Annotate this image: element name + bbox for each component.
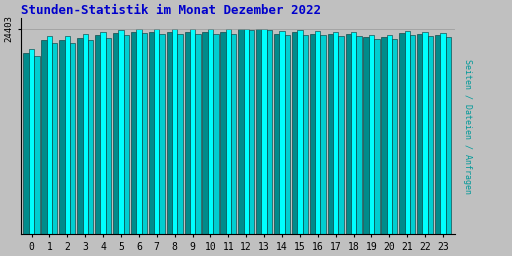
Bar	[310, 34, 315, 234]
Bar	[70, 43, 75, 234]
Bar	[249, 30, 254, 234]
Bar	[124, 35, 129, 234]
Bar	[59, 40, 65, 234]
Bar	[213, 34, 219, 234]
Bar	[34, 56, 39, 234]
Bar	[404, 31, 410, 234]
Bar	[285, 35, 290, 234]
Bar	[392, 39, 397, 234]
Bar	[369, 35, 374, 234]
Bar	[328, 34, 333, 234]
Bar	[195, 34, 201, 234]
Bar	[374, 39, 379, 234]
Bar	[148, 32, 154, 234]
Bar	[29, 49, 34, 234]
Bar	[65, 36, 70, 234]
Bar	[47, 36, 52, 234]
Bar	[208, 29, 213, 234]
Bar	[226, 29, 231, 234]
Bar	[351, 31, 356, 234]
Bar	[238, 29, 244, 234]
Bar	[422, 31, 428, 234]
Bar	[159, 34, 165, 234]
Bar	[274, 34, 280, 234]
Bar	[440, 33, 446, 234]
Bar	[154, 29, 159, 234]
Bar	[338, 36, 344, 234]
Bar	[202, 32, 208, 234]
Bar	[177, 34, 183, 234]
Bar	[356, 36, 361, 234]
Bar	[244, 29, 249, 234]
Bar	[315, 31, 321, 234]
Bar	[428, 36, 433, 234]
Bar	[166, 32, 172, 234]
Bar	[399, 33, 404, 234]
Text: Stunden-Statistik im Monat Dezember 2022: Stunden-Statistik im Monat Dezember 2022	[21, 4, 321, 17]
Y-axis label: Seiten / Dateien / Anfragen: Seiten / Dateien / Anfragen	[463, 59, 472, 194]
Bar	[346, 34, 351, 234]
Bar	[88, 40, 93, 234]
Bar	[297, 30, 303, 234]
Bar	[292, 33, 297, 234]
Bar	[113, 33, 118, 234]
Bar	[267, 30, 272, 234]
Bar	[410, 35, 415, 234]
Bar	[417, 34, 422, 234]
Bar	[106, 38, 111, 234]
Bar	[321, 35, 326, 234]
Bar	[446, 37, 451, 234]
Bar	[52, 43, 57, 234]
Bar	[82, 34, 88, 234]
Bar	[24, 53, 29, 234]
Bar	[100, 32, 106, 234]
Bar	[256, 29, 262, 234]
Bar	[77, 38, 82, 234]
Bar	[184, 32, 190, 234]
Bar	[41, 40, 47, 234]
Bar	[136, 29, 142, 234]
Bar	[131, 31, 136, 234]
Bar	[387, 35, 392, 234]
Bar	[262, 29, 267, 234]
Bar	[190, 29, 195, 234]
Bar	[435, 35, 440, 234]
Bar	[303, 35, 308, 234]
Bar	[220, 32, 226, 234]
Bar	[118, 30, 124, 234]
Bar	[95, 35, 100, 234]
Bar	[280, 31, 285, 234]
Bar	[364, 37, 369, 234]
Bar	[142, 33, 147, 234]
Bar	[333, 31, 338, 234]
Bar	[381, 37, 387, 234]
Bar	[172, 29, 177, 234]
Bar	[231, 34, 237, 234]
